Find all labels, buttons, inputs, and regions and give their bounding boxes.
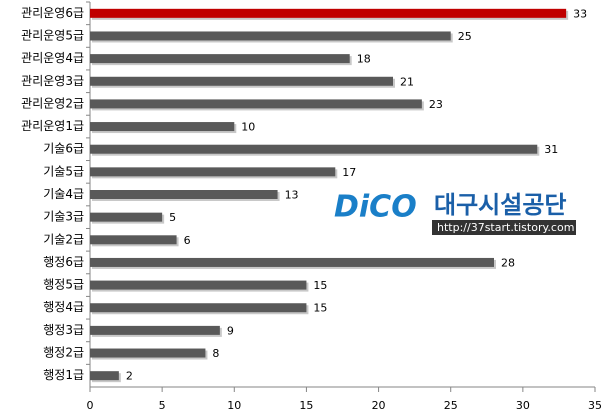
url-background	[432, 220, 576, 235]
url: http://37start.tistory.com	[437, 221, 574, 234]
y-tick-label: 행정4급	[43, 299, 84, 314]
y-tick-label: 기술2급	[43, 232, 84, 246]
x-tick-label: 5	[159, 399, 166, 412]
value-label: 31	[544, 143, 558, 156]
y-tick-label: 기술5급	[43, 164, 84, 178]
bar	[90, 190, 278, 199]
value-label: 5	[169, 211, 176, 224]
y-tick-label: 관리운영3급	[21, 74, 84, 88]
y-tick-label: 관리운영5급	[21, 28, 84, 42]
y-tick-label: 기술6급	[43, 142, 84, 156]
value-label: 15	[313, 279, 327, 292]
value-label: 9	[227, 324, 234, 337]
org-name: 대구시설공단	[434, 191, 566, 219]
x-tick-label: 15	[299, 399, 313, 412]
y-tick-label: 관리운영2급	[21, 96, 84, 110]
value-label: 15	[313, 302, 327, 315]
y-tick-label: 관리운영4급	[21, 51, 84, 65]
bar	[90, 144, 538, 154]
bar	[90, 303, 307, 313]
y-tick-label: 기술3급	[43, 210, 84, 224]
x-tick-label: 0	[87, 399, 94, 412]
bar	[90, 8, 567, 18]
y-tick-label: 관리운영1급	[21, 119, 84, 133]
bar	[90, 99, 422, 109]
y-tick-label: 행정5급	[43, 277, 84, 292]
logo: DiCO	[334, 190, 417, 225]
bar	[90, 257, 494, 267]
value-label: 25	[458, 30, 472, 43]
value-label: 21	[400, 75, 414, 88]
bar	[90, 371, 119, 381]
y-tick-label: 행정3급	[43, 322, 84, 337]
value-label: 33	[573, 7, 587, 20]
bar	[90, 167, 336, 177]
bar	[90, 280, 307, 290]
x-tick-label: 10	[227, 399, 241, 412]
value-label: 13	[285, 189, 299, 202]
value-label: 18	[357, 53, 371, 66]
bar	[90, 212, 163, 222]
value-label: 23	[429, 98, 443, 111]
bar	[90, 31, 451, 41]
x-tick-label: 20	[372, 399, 386, 412]
bar	[90, 235, 177, 245]
x-tick-label: 35	[588, 399, 602, 412]
bar	[90, 76, 393, 86]
y-tick-label: 기술4급	[43, 187, 84, 201]
value-label: 8	[212, 347, 219, 360]
bar	[90, 54, 350, 64]
x-tick-label: 25	[444, 399, 458, 412]
y-tick-label: 행정2급	[43, 345, 84, 360]
y-tick-label: 행정6급	[43, 254, 84, 269]
x-tick-label: 30	[516, 399, 530, 412]
bar	[90, 348, 206, 358]
value-label: 28	[501, 256, 515, 269]
y-tick-label: 행정1급	[43, 367, 84, 382]
bar	[90, 325, 220, 335]
y-tick-label: 관리운영6급	[21, 6, 84, 20]
value-label: 17	[342, 166, 356, 179]
value-label: 6	[184, 234, 191, 247]
value-label: 2	[126, 370, 133, 383]
value-label: 10	[241, 121, 255, 134]
bar	[90, 122, 235, 132]
